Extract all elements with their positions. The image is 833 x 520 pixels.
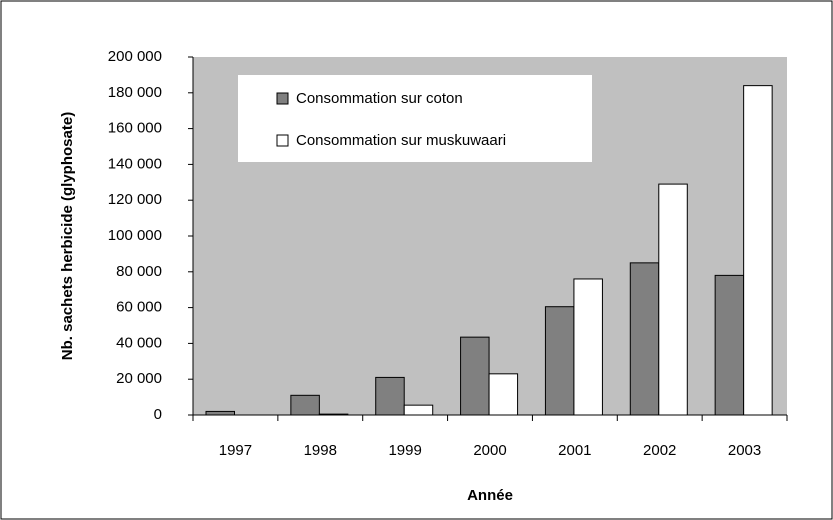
y-tick-label: 200 000 xyxy=(108,48,162,65)
bar xyxy=(460,336,490,416)
x-tick-label: 1998 xyxy=(304,442,337,459)
x-tick-label: 1999 xyxy=(388,442,421,459)
bar xyxy=(714,274,745,416)
y-tick-label: 60 000 xyxy=(116,299,162,316)
y-tick-label: 100 000 xyxy=(108,227,162,244)
bar xyxy=(205,410,235,416)
legend-box xyxy=(238,75,592,162)
x-tick-label: 1997 xyxy=(219,442,252,459)
y-tick-label: 160 000 xyxy=(108,120,162,137)
y-tick-label: 140 000 xyxy=(108,155,162,172)
legend-swatch xyxy=(276,134,289,147)
bar xyxy=(544,306,575,416)
y-tick-label: 0 xyxy=(154,406,162,423)
legend-swatch xyxy=(276,92,289,105)
x-axis-title: Année xyxy=(467,487,513,504)
bar xyxy=(403,404,434,416)
y-tick-label: 80 000 xyxy=(116,263,162,280)
y-tick-label: 40 000 xyxy=(116,334,162,351)
y-tick-label: 180 000 xyxy=(108,84,162,101)
x-tick-label: 2002 xyxy=(643,442,676,459)
legend-label: Consommation sur coton xyxy=(296,90,463,107)
bar xyxy=(488,373,519,416)
bar xyxy=(375,376,405,416)
x-tick-label: 2001 xyxy=(558,442,591,459)
x-tick-label: 2000 xyxy=(473,442,506,459)
bar xyxy=(743,85,773,416)
bar xyxy=(629,262,660,416)
legend-label: Consommation sur muskuwaari xyxy=(296,132,506,149)
bar xyxy=(290,394,320,416)
y-tick-label: 20 000 xyxy=(116,370,162,387)
bar xyxy=(573,278,603,416)
bar xyxy=(658,183,688,416)
x-tick-label: 2003 xyxy=(728,442,761,459)
y-axis-title: Nb. sachets herbicide (glyphosate) xyxy=(59,112,76,360)
y-tick-label: 120 000 xyxy=(108,191,162,208)
